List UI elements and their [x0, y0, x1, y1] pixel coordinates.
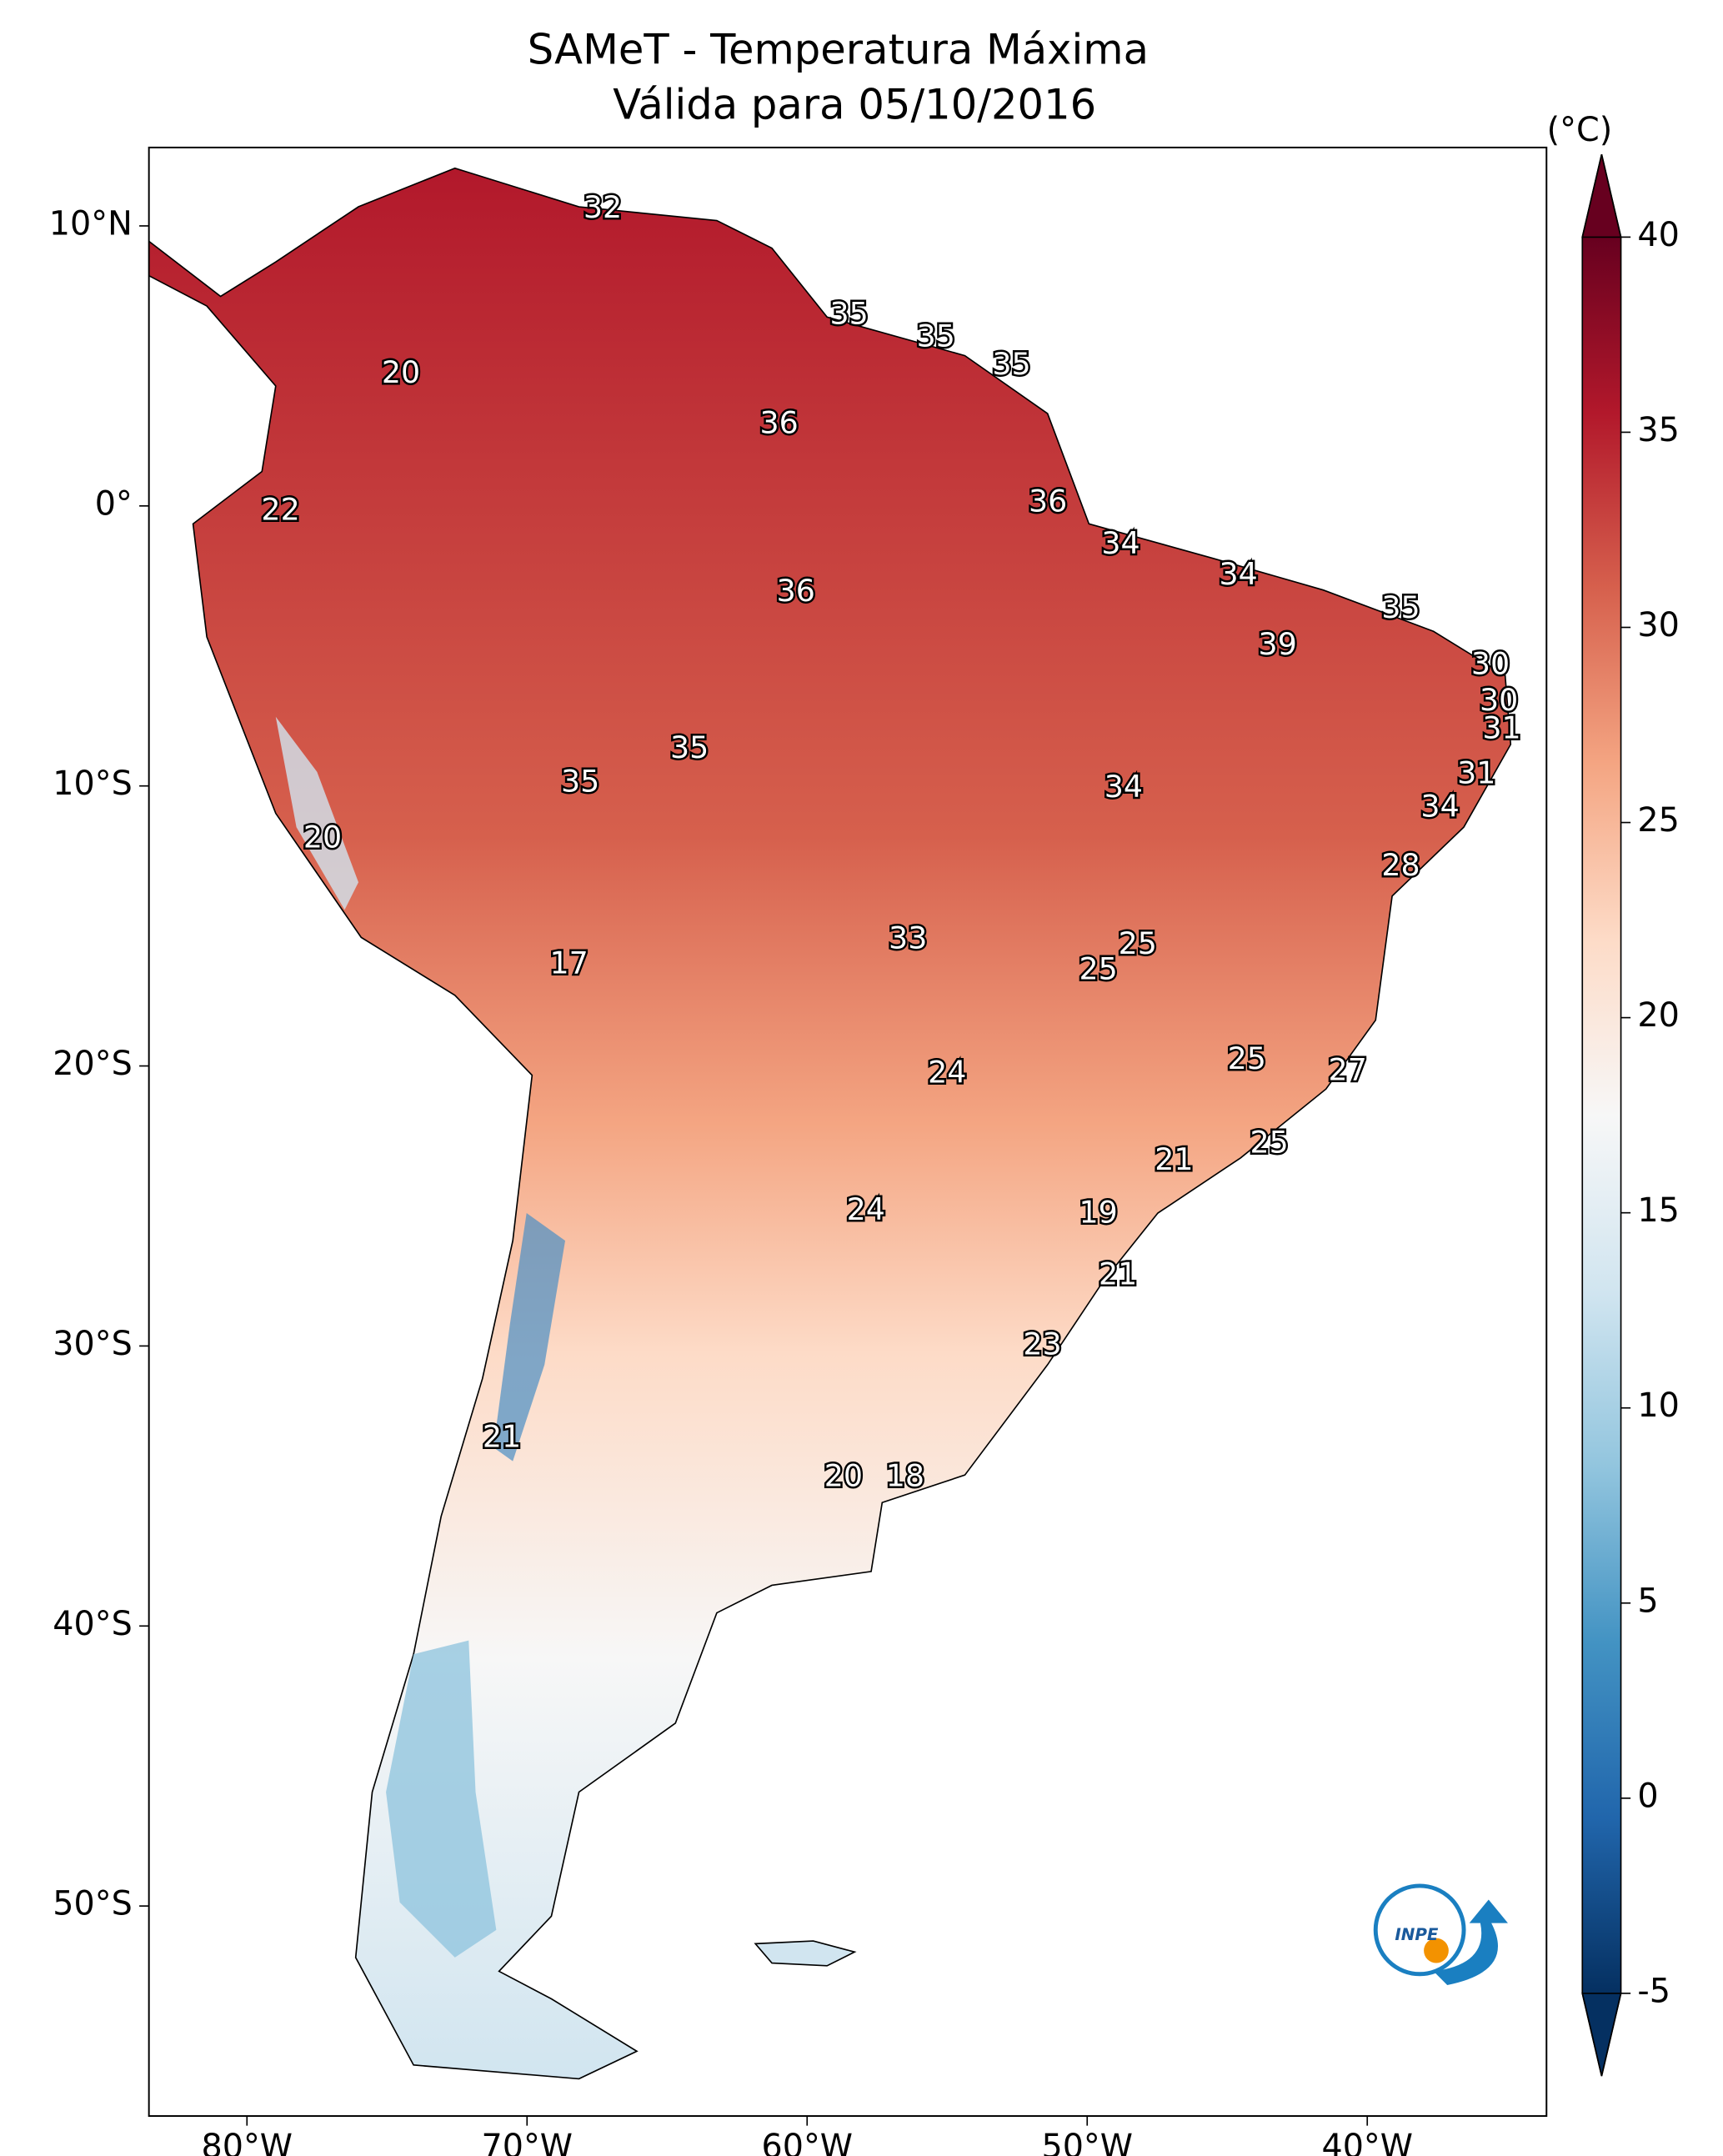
temperature-label: 22 [261, 492, 299, 528]
temperature-label: 35 [1381, 589, 1420, 625]
temperature-label: 17 [550, 945, 589, 981]
temperature-label: 36 [760, 404, 799, 440]
y-tick-label: 10°S [53, 765, 133, 803]
andes-cool [493, 1213, 566, 1462]
colorbar-tick-label: 35 [1637, 411, 1679, 449]
temperature-label: 27 [1329, 1051, 1367, 1087]
temperature-label: 25 [1079, 950, 1118, 986]
y-tick-label: 0° [95, 484, 133, 523]
temperature-label: 30 [1480, 682, 1518, 718]
x-tick-label: 50°W [1041, 2128, 1133, 2156]
chart-title: SAMeT - Temperatura Máxima [528, 25, 1149, 73]
temperature-label: 21 [483, 1418, 521, 1454]
temperature-label: 35 [830, 295, 869, 331]
temperature-label: 21 [1099, 1256, 1137, 1291]
colorbar-tick-label: 0 [1637, 1777, 1658, 1815]
temperature-label: 25 [1250, 1125, 1288, 1161]
logo-text: INPE [1395, 1925, 1439, 1944]
y-tick-label: 50°S [53, 1885, 133, 1923]
colorbar-tick-label: 25 [1637, 801, 1679, 840]
temperature-label: 35 [992, 346, 1030, 382]
temperature-label: 32 [584, 189, 622, 225]
peru-cool [275, 716, 358, 910]
temperature-label: 20 [382, 354, 420, 390]
temperature-label: 34 [1101, 525, 1139, 561]
colorbar-min-arrow [1581, 1993, 1622, 2077]
temperature-label: 35 [670, 730, 709, 765]
temperature-label: 21 [1155, 1141, 1193, 1177]
temperature-label: 20 [824, 1457, 863, 1493]
colorbar-tick-label: -5 [1637, 1972, 1670, 2010]
y-tick-label: 40°S [53, 1605, 133, 1643]
temperature-label: 35 [917, 318, 955, 353]
colorbar-tick-label: 20 [1637, 996, 1679, 1035]
x-tick-label: 70°W [481, 2128, 573, 2156]
temperature-label: 30 [1471, 645, 1510, 681]
colorbar-tick-label: 15 [1637, 1191, 1679, 1230]
logo: INPE [1373, 1883, 1508, 1985]
temperature-label: 33 [889, 920, 927, 955]
temperature-label: 28 [1381, 847, 1420, 883]
x-tick-label: 60°W [761, 2128, 853, 2156]
y-tick-label: 30°S [53, 1325, 133, 1363]
y-tick-label: 10°N [49, 204, 133, 243]
colorbar-max-arrow [1581, 153, 1622, 238]
temperature-label: 25 [1228, 1040, 1266, 1076]
colorbar [1582, 237, 1621, 1993]
falklands [754, 1940, 857, 1967]
colorbar-tick-label: 5 [1637, 1582, 1658, 1620]
temperature-label: 31 [1482, 710, 1520, 746]
plot-frame [148, 146, 1548, 2118]
colorbar-tick-label: 30 [1637, 606, 1679, 644]
temperature-label: 35 [561, 763, 599, 799]
temperature-label: 18 [886, 1457, 924, 1493]
temperature-label: 34 [1104, 769, 1143, 805]
temperature-label: 31 [1457, 755, 1495, 790]
temperature-label: 25 [1119, 925, 1157, 961]
patagonia-cool [386, 1640, 497, 1958]
temperature-label: 19 [1079, 1195, 1118, 1231]
chart-subtitle: Válida para 05/10/2016 [613, 80, 1096, 128]
temperature-label: 36 [777, 573, 815, 609]
temperature-label: 23 [1023, 1326, 1061, 1361]
continent [148, 167, 1512, 2080]
temperature-label: 39 [1259, 626, 1297, 662]
x-tick-label: 80°W [201, 2128, 293, 2156]
colorbar-tick-label: 10 [1637, 1386, 1679, 1425]
temperature-label: 24 [928, 1055, 966, 1091]
x-tick-label: 40°W [1321, 2128, 1413, 2156]
temperature-label: 24 [847, 1191, 885, 1227]
temperature-label: 36 [1029, 483, 1067, 519]
temperature-label: 20 [303, 820, 342, 855]
colorbar-tick-label: 40 [1637, 216, 1679, 254]
y-tick-label: 20°S [53, 1045, 133, 1083]
colorbar-label: (°C) [1547, 111, 1613, 149]
map [148, 167, 1512, 2080]
temperature-label: 34 [1420, 789, 1459, 825]
temperature-label: 34 [1220, 556, 1258, 592]
